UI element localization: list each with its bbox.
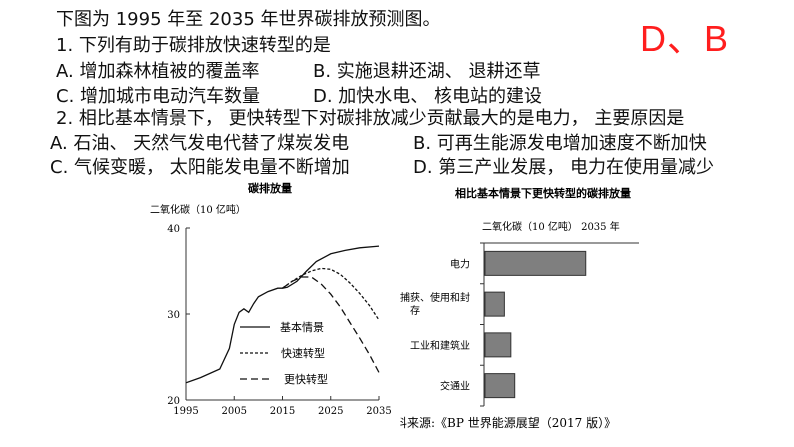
y-tick-label: 40 [167,224,180,235]
x-tick-label: 1995 [173,406,198,417]
legend-label-1: 基本情景 [280,320,324,334]
question-text-block: 下图为 1995 年至 2035 年世界碳排放预测图。 1. 下列有助于碳排放快… [0,0,794,182]
bar-chart-xlabel: 二氧化碳（10 亿吨） 2035 年 [482,220,620,233]
question-intro: 下图为 1995 年至 2035 年世界碳排放预测图。 [56,9,441,30]
q1-option-b: B. 实施退耕还湖、 退耕还草 [313,61,541,82]
q1-option-a: A. 增加森林植被的覆盖率 [56,61,260,82]
bar-category-label-1: 电力 [450,257,470,270]
legend-label-3: 更快转型 [284,372,328,386]
series-line-2 [282,267,380,321]
q1-option-c: C. 增加城市电动汽车数量 [56,86,261,107]
question-2-stem: 2. 相比基本情景下， 更快转型下对碳排放减少贡献最大的是电力， 主要原因是 [56,108,685,129]
question-1-stem: 1. 下列有助于碳排放快速转型的是 [56,35,331,56]
x-tick-label: 2025 [318,406,343,417]
bar-2 [484,291,505,317]
y-tick-label: 30 [167,310,180,321]
x-tick-label: 2015 [270,406,295,417]
series-line-1 [185,245,380,384]
bar-category-label-2: 捕获、使用和封存 [400,291,470,317]
line-chart-ylabel: 二氧化碳（10 亿吨） [150,203,246,216]
x-tick-label: 2035 [366,406,391,417]
bar-category-label-3: 工业和建筑业 [410,339,470,352]
q2-option-b: B. 可再生能源发电增加速度不断加快 [413,133,707,154]
source-note: 资料来源:《BP 世界能源展望（2017 版）》 [400,416,616,430]
bar-3 [484,332,512,358]
bar-chart: 相比基本情景下更快转型的碳排放量 二氧化碳（10 亿吨） 2035 年 电力捕获… [400,186,639,430]
legend-label-2: 快速转型 [281,346,325,360]
line-chart: 碳排放量 二氧化碳（10 亿吨） 1995 2005 2015 2025 2035 20 3… [150,181,392,417]
q1-option-d: D. 加快水电、 核电站的建设 [313,86,543,107]
line-chart-title: 碳排放量 [248,181,292,195]
q2-option-c: C. 气候变暖， 太阳能发电量不断增加 [50,157,350,178]
y-tick-label: 20 [167,396,180,407]
bar-1 [484,250,587,276]
q2-option-a: A. 石油、 天然气发电代替了煤炭发电 [50,133,350,154]
bar-chart-title: 相比基本情景下更快转型的碳排放量 [455,186,631,200]
bar-category-label-4: 交通业 [440,380,470,393]
answer-text: D、B [640,18,730,59]
q2-option-d: D. 第三产业发展， 电力在使用量减少 [413,157,715,178]
x-tick-label: 2005 [222,406,247,417]
bar-4 [484,373,516,399]
series-line-3 [282,276,380,373]
